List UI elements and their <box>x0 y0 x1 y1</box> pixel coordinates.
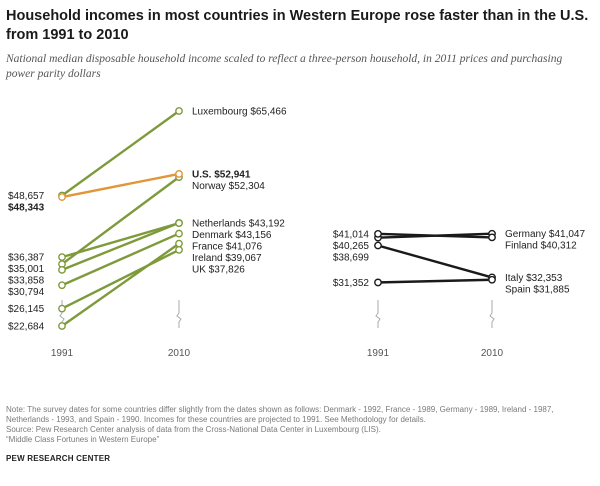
start-label: $40,265 <box>333 241 370 252</box>
start-label: $26,145 <box>8 304 45 315</box>
point-end <box>175 229 183 238</box>
series-line-us <box>61 172 180 199</box>
point-start <box>58 253 66 262</box>
axis-break-left <box>375 300 381 328</box>
end-label: Ireland $39,067 <box>192 253 262 264</box>
axis-break-right <box>176 300 182 328</box>
point-end <box>488 275 496 284</box>
series-line-luxembourg <box>61 110 180 197</box>
footer-note: Note: The survey dates for some countrie… <box>6 405 554 424</box>
end-label: Luxembourg $65,466 <box>192 107 287 118</box>
x-tick-label: 2010 <box>168 348 191 359</box>
point-start <box>58 322 66 330</box>
series-line-france <box>61 232 180 287</box>
start-label: $35,001 <box>8 264 45 275</box>
start-label: $36,387 <box>8 253 45 264</box>
footer-notes: Note: The survey dates for some countrie… <box>6 405 594 445</box>
footer-report: “Middle Class Fortunes in Western Europe… <box>6 435 160 444</box>
end-label: Denmark $43,156 <box>192 230 272 241</box>
end-label: Spain $31,885 <box>505 284 570 295</box>
series-line-spain <box>377 278 493 284</box>
start-label: $33,858 <box>8 276 45 287</box>
point-start <box>58 265 66 274</box>
end-label: Germany $41,047 <box>505 229 585 240</box>
point-start <box>58 304 66 313</box>
start-label: $38,699 <box>333 252 370 263</box>
chart-title: Household incomes in most countries in W… <box>6 8 589 43</box>
x-tick-label: 1991 <box>51 348 74 359</box>
point-start <box>374 229 382 238</box>
start-label: $41,014 <box>333 229 370 240</box>
axis-break-right <box>489 300 495 328</box>
series-line-norway <box>61 176 180 266</box>
point-start <box>58 281 66 290</box>
series-line-denmark <box>61 221 180 259</box>
panel-right: 1991 2010 $41,014$40,265$38,699 $31,352 Germ… <box>333 229 586 359</box>
end-label: Italy $32,353 <box>505 273 563 284</box>
end-label: France $41,076 <box>192 241 262 252</box>
start-label: $31,352 <box>333 278 370 289</box>
point-end <box>175 170 183 178</box>
series-line-uk <box>61 248 180 310</box>
point-start <box>374 241 382 250</box>
series-line-ireland <box>61 242 180 327</box>
start-label: $48,343 <box>8 202 45 213</box>
chart-subtitle: National median disposable household inc… <box>6 53 563 80</box>
point-end <box>488 233 496 242</box>
end-label: Finland $40,312 <box>505 241 577 252</box>
point-end <box>175 107 183 115</box>
series-line-finland <box>377 232 493 239</box>
point-end <box>175 219 183 228</box>
end-label: Norway $52,304 <box>192 181 265 192</box>
series-line-italy <box>377 244 493 279</box>
slope-chart: 1991 2010 $48,657$48,343 $36,387$35,001$33,… <box>8 107 586 360</box>
end-label: Netherlands $43,192 <box>192 218 285 229</box>
point-start <box>374 278 382 287</box>
x-tick-label: 2010 <box>481 348 504 359</box>
footer-source: Source: Pew Research Center analysis of … <box>6 425 381 434</box>
point-end <box>175 246 183 254</box>
end-label: U.S. $52,941 <box>192 169 251 180</box>
x-tick-label: 1991 <box>367 348 390 359</box>
panel-left: 1991 2010 $48,657$48,343 $36,387$35,001$33,… <box>8 107 287 360</box>
point-end <box>175 239 183 248</box>
start-label: $22,684 <box>8 322 45 333</box>
brand-label: PEW RESEARCH CENTER <box>6 454 111 463</box>
start-label: $30,794 <box>8 287 45 298</box>
end-label: UK $37,826 <box>192 264 245 275</box>
point-start <box>58 193 66 201</box>
start-label: $48,657 <box>8 191 45 202</box>
series-line-netherlands <box>61 221 180 271</box>
